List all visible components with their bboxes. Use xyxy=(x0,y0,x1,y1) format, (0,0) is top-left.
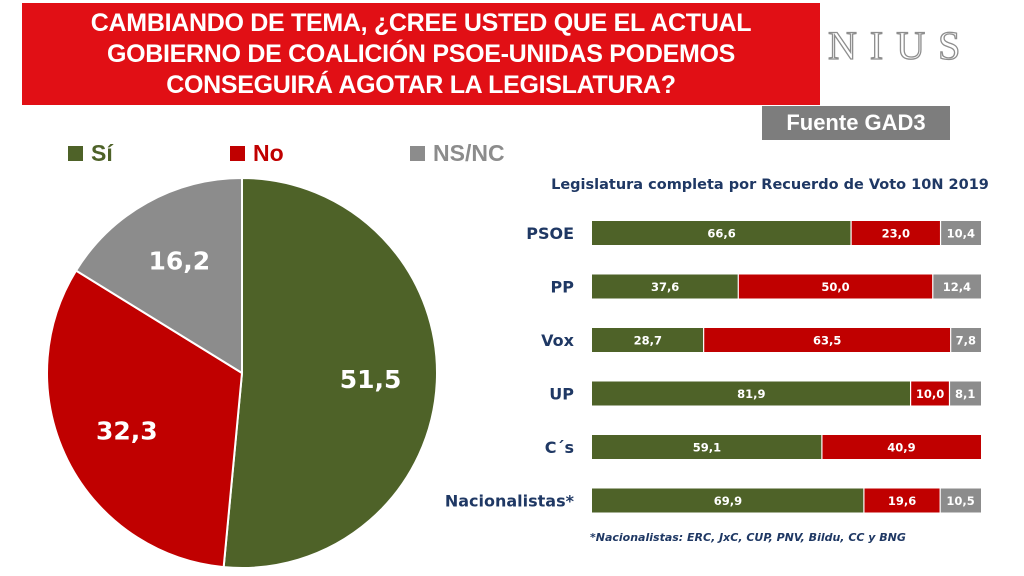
pie-label-si: 51,5 xyxy=(340,365,402,394)
bar-category-label: PSOE xyxy=(526,224,574,243)
bar-segment-nsnc xyxy=(940,221,981,245)
bar-segment-nsnc xyxy=(940,488,981,513)
bar-segment-no xyxy=(821,435,981,459)
source-badge: Fuente GAD3 xyxy=(762,106,950,140)
bar-segment-si xyxy=(592,488,864,513)
bar-segment-nsnc xyxy=(932,274,981,299)
footnote: *Nacionalistas: ERC, JxC, CUP, PNV, Bild… xyxy=(590,531,906,544)
legend-label-no: No xyxy=(253,139,284,166)
bar-value-label: 28,7 xyxy=(634,334,662,348)
title-banner: CAMBIANDO DE TEMA, ¿CREE USTED QUE EL AC… xyxy=(22,3,820,105)
bar-value-label: 37,6 xyxy=(651,280,679,294)
brand-logo: NIUS xyxy=(827,22,974,68)
legend-label-nsnc: NS/NC xyxy=(433,139,505,166)
bar-value-label: 8,1 xyxy=(955,387,975,401)
bar-segment-si xyxy=(592,221,852,245)
bar-value-label: 10,4 xyxy=(947,227,975,241)
legend-item-si: Sí xyxy=(68,140,113,166)
bar-segment-nsnc xyxy=(950,328,981,352)
legend-swatch-no xyxy=(230,145,245,161)
bar-category-label: UP xyxy=(549,385,574,404)
pie-label-no: 32,3 xyxy=(96,416,158,445)
bar-segment-no xyxy=(851,221,941,245)
pie-chart: 51,5 32,3 16,2 xyxy=(46,176,438,569)
bar-segment-no xyxy=(738,274,933,299)
bar-value-label: 69,9 xyxy=(714,494,742,508)
legend-item-nsnc: NS/NC xyxy=(410,140,505,166)
bar-segment-no xyxy=(910,381,950,406)
chart-title: CAMBIANDO DE TEMA, ¿CREE USTED QUE EL AC… xyxy=(90,8,752,99)
pie-label-nsnc: 16,2 xyxy=(148,247,210,276)
bar-value-label: 23,0 xyxy=(882,227,910,241)
bar-value-label: 63,5 xyxy=(813,334,841,348)
bar-segment-nsnc xyxy=(949,381,981,406)
bar-value-label: 7,8 xyxy=(956,334,976,348)
bar-segment-si xyxy=(592,274,739,299)
bar-segment-si xyxy=(592,328,704,352)
bar-segment-si xyxy=(592,435,822,459)
bar-segment-si xyxy=(592,381,911,406)
pie-slice-si xyxy=(222,176,438,569)
bar-value-label: 66,6 xyxy=(707,227,735,241)
bar-value-label: 12,4 xyxy=(943,280,971,294)
bar-value-label: 10,0 xyxy=(916,387,944,401)
bar-category-label: PP xyxy=(551,278,575,297)
legend-label-si: Sí xyxy=(91,139,113,166)
bar-segment-no xyxy=(703,328,951,352)
bar-segment-no xyxy=(863,488,941,513)
bar-value-label: 40,9 xyxy=(887,441,915,455)
bar-value-label: 50,0 xyxy=(821,280,849,294)
bar-value-label: 10,5 xyxy=(946,494,974,508)
bar-category-label: C´s xyxy=(545,438,574,457)
bar-chart-title: Legislatura completa por Recuerdo de Vot… xyxy=(551,177,989,193)
pie-slice-nsnc xyxy=(74,176,243,375)
bar-value-label: 19,6 xyxy=(888,494,916,508)
pie-slice-no xyxy=(46,269,244,569)
bar-category-label: Vox xyxy=(541,331,575,350)
bar-value-label: 59,1 xyxy=(693,441,721,455)
bar-category-label: Nacionalistas* xyxy=(445,492,575,511)
legend-item-no: No xyxy=(230,140,284,166)
legend-swatch-si xyxy=(68,145,83,161)
bar-value-label: 81,9 xyxy=(737,387,765,401)
legend-swatch-nsnc xyxy=(410,145,425,161)
